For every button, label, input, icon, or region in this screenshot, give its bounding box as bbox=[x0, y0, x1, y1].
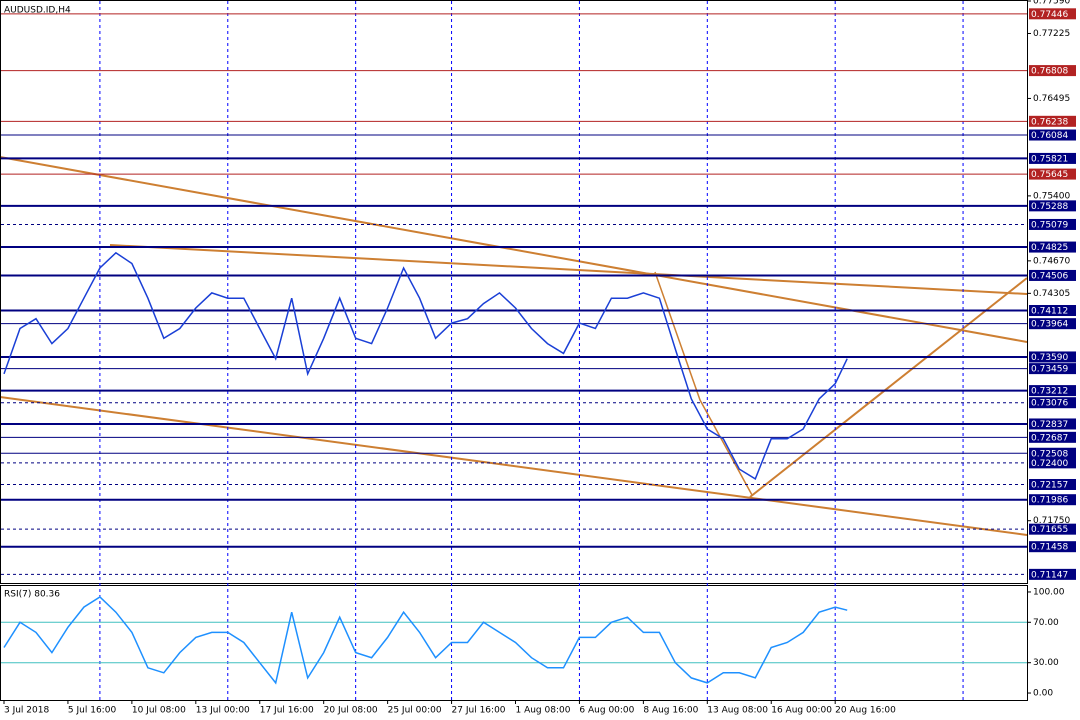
x-tick-label: 5 Jul 16:00 bbox=[68, 706, 117, 716]
level-label-box bbox=[1029, 457, 1076, 469]
level-label: 0.71986 bbox=[1031, 496, 1068, 506]
level-label: 0.76808 bbox=[1031, 67, 1068, 77]
y-tick-label: 70.00 bbox=[1033, 618, 1059, 628]
level-label-box bbox=[1029, 478, 1076, 490]
series-line bbox=[3, 596, 848, 685]
x-tick-label: 27 Jul 16:00 bbox=[452, 706, 506, 716]
level-label: 0.71147 bbox=[1031, 570, 1068, 580]
level-label: 0.74506 bbox=[1031, 271, 1068, 281]
level-label: 0.76238 bbox=[1031, 117, 1068, 127]
level-label: 0.74112 bbox=[1031, 307, 1068, 317]
level-label-box bbox=[1029, 318, 1076, 330]
level-label-box bbox=[1029, 447, 1076, 459]
level-label-box bbox=[1029, 200, 1076, 212]
level-label-box bbox=[1029, 363, 1076, 375]
level-label-box bbox=[1029, 494, 1076, 506]
x-tick-label: 17 Jul 16:00 bbox=[260, 706, 314, 716]
level-label: 0.71458 bbox=[1031, 543, 1068, 553]
x-tick-label: 16 Aug 00:00 bbox=[771, 706, 832, 716]
series-line bbox=[3, 251, 848, 481]
y-tick-label: 100.00 bbox=[1033, 587, 1065, 597]
level-label: 0.72400 bbox=[1031, 459, 1068, 469]
y-tick-label: 0.74305 bbox=[1033, 289, 1070, 299]
level-label-box bbox=[1029, 541, 1076, 553]
rsi-panel-border bbox=[0, 585, 1028, 701]
level-label-box bbox=[1029, 65, 1076, 77]
level-label-box bbox=[1029, 241, 1076, 253]
y-tick-label: 0.71750 bbox=[1033, 516, 1070, 526]
y-tick-label: 0.76495 bbox=[1033, 94, 1070, 104]
level-label-box bbox=[1029, 129, 1076, 141]
level-label: 0.75645 bbox=[1031, 170, 1068, 180]
level-label-box bbox=[1029, 269, 1076, 281]
level-label: 0.72157 bbox=[1031, 480, 1068, 490]
level-label-box bbox=[1029, 168, 1076, 180]
trend-line bbox=[109, 244, 1028, 295]
level-label-box bbox=[1029, 418, 1076, 430]
level-label: 0.75079 bbox=[1031, 220, 1068, 230]
y-tick-label: 0.77590 bbox=[1033, 0, 1070, 7]
trend-line bbox=[0, 396, 1028, 536]
level-label: 0.73459 bbox=[1031, 365, 1068, 375]
level-label-box bbox=[1029, 152, 1076, 164]
trend-line bbox=[749, 277, 1028, 498]
x-tick-label: 6 Aug 00:00 bbox=[579, 706, 634, 716]
level-label: 0.75821 bbox=[1031, 154, 1068, 164]
x-tick-label: 1 Aug 08:00 bbox=[515, 706, 570, 716]
level-label-box bbox=[1029, 305, 1076, 317]
level-label: 0.73076 bbox=[1031, 399, 1068, 409]
x-tick-label: 25 Jul 00:00 bbox=[388, 706, 442, 716]
x-tick-label: 3 Jul 2018 bbox=[4, 706, 49, 716]
x-tick-label: 20 Jul 08:00 bbox=[324, 706, 378, 716]
level-label: 0.72508 bbox=[1031, 449, 1068, 459]
y-tick-label: 0.75400 bbox=[1033, 191, 1070, 201]
level-label: 0.71655 bbox=[1031, 525, 1068, 535]
level-label-box bbox=[1029, 218, 1076, 230]
level-label: 0.72837 bbox=[1031, 420, 1068, 430]
level-label: 0.73212 bbox=[1031, 387, 1068, 397]
level-label: 0.74825 bbox=[1031, 243, 1068, 253]
level-label-box bbox=[1029, 523, 1076, 535]
level-label: 0.72687 bbox=[1031, 433, 1068, 443]
level-label-box bbox=[1029, 568, 1076, 580]
x-tick-label: 10 Jul 08:00 bbox=[132, 706, 186, 716]
level-label-box bbox=[1029, 431, 1076, 443]
level-label-box bbox=[1029, 397, 1076, 409]
level-label: 0.73964 bbox=[1031, 320, 1068, 330]
y-tick-label: 30.00 bbox=[1033, 658, 1059, 668]
level-label: 0.77446 bbox=[1031, 10, 1068, 20]
x-tick-label: 13 Jul 00:00 bbox=[196, 706, 250, 716]
y-tick-label: 0.74670 bbox=[1033, 256, 1070, 266]
y-tick-label: 0.00 bbox=[1033, 689, 1053, 699]
level-label-box bbox=[1029, 8, 1076, 20]
level-label-box bbox=[1029, 351, 1076, 363]
x-tick-label: 8 Aug 16:00 bbox=[643, 706, 698, 716]
level-label-box bbox=[1029, 385, 1076, 397]
x-tick-label: 20 Aug 16:00 bbox=[835, 706, 896, 716]
level-label: 0.75288 bbox=[1031, 202, 1068, 212]
x-tick-label: 13 Aug 08:00 bbox=[707, 706, 768, 716]
level-label-box bbox=[1029, 115, 1076, 127]
level-label: 0.76084 bbox=[1031, 131, 1068, 141]
chart-title: AUDUSD.ID,H4 bbox=[4, 6, 71, 16]
price-panel-border bbox=[0, 0, 1028, 584]
rsi-title: RSI(7) 80.36 bbox=[4, 590, 60, 600]
level-label: 0.73590 bbox=[1031, 353, 1068, 363]
y-tick-label: 0.77225 bbox=[1033, 29, 1070, 39]
